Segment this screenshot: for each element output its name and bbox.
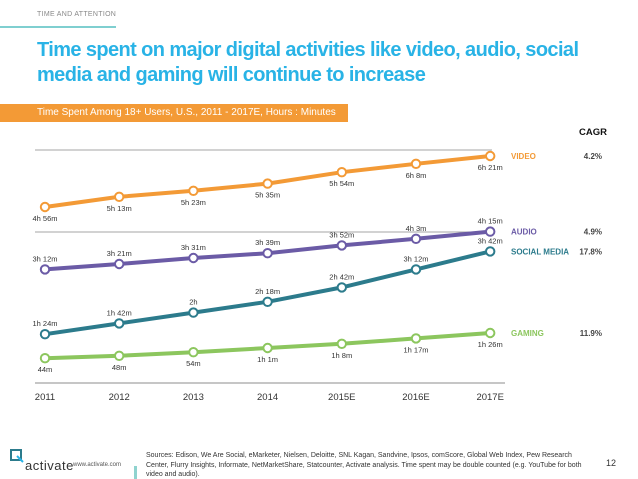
chart-title: Time Spent Among 18+ Users, U.S., 2011 -…	[37, 107, 336, 118]
data-label: 5h 35m	[255, 191, 280, 200]
data-point	[114, 350, 125, 361]
footer-divider	[134, 466, 137, 479]
x-tick-label: 2012	[109, 392, 130, 403]
data-point	[39, 329, 51, 340]
x-tick-label: 2011	[35, 392, 55, 403]
page-number: 12	[606, 458, 617, 468]
data-point	[336, 240, 347, 251]
data-label: 44m	[38, 365, 53, 374]
data-point	[188, 252, 199, 264]
data-point	[262, 342, 273, 354]
x-tick-label: 2013	[183, 392, 204, 403]
data-label: 5h 23m	[181, 198, 206, 207]
data-label: 1h 42m	[107, 308, 132, 317]
data-point	[410, 333, 422, 344]
x-tick-label: 2014	[257, 392, 278, 403]
brand-name: activate	[25, 458, 74, 473]
data-label: 3h 42m	[478, 236, 503, 245]
data-label: 54m	[186, 359, 201, 368]
x-tick-label: 2016E	[402, 392, 429, 403]
data-label: 2h 42m	[329, 272, 354, 281]
data-point	[114, 258, 125, 270]
legend-label: AUDIO	[511, 228, 537, 237]
data-label: 4h 3m	[406, 224, 427, 233]
data-label: 3h 12m	[403, 254, 428, 263]
data-point	[39, 201, 51, 213]
data-label: 3h 39m	[255, 238, 280, 247]
data-label: 1h 1m	[257, 355, 278, 364]
legend-cagr: 17.8%	[579, 247, 602, 256]
data-point	[410, 158, 422, 170]
data-point	[188, 185, 199, 197]
x-tick-label: 2017E	[476, 392, 503, 403]
data-point	[410, 264, 422, 275]
data-point	[114, 318, 125, 329]
data-label: 4h 56m	[32, 214, 57, 223]
section-label: TIME AND ATTENTION	[37, 11, 117, 18]
chart-title-banner: Time Spent Among 18+ Users, U.S., 2011 -…	[0, 104, 348, 122]
data-label: 3h 52m	[329, 230, 354, 239]
page-title: Time spent on major digital activities l…	[37, 39, 579, 86]
data-point	[262, 178, 273, 189]
data-label: 1h 24m	[32, 319, 57, 328]
data-point	[262, 296, 273, 307]
data-label: 2h	[189, 298, 197, 307]
legend-label: VIDEO	[511, 152, 536, 161]
data-label: 48m	[112, 363, 127, 372]
data-label: 1h 26m	[478, 340, 503, 349]
legend-label: GAMING	[511, 329, 544, 338]
data-point	[39, 353, 51, 364]
data-label: 5h 54m	[329, 179, 354, 188]
data-point	[336, 167, 347, 178]
data-label: 4h 15m	[478, 217, 503, 226]
data-point	[410, 233, 422, 245]
data-point	[188, 347, 199, 358]
data-point	[485, 150, 496, 162]
data-point	[114, 191, 125, 203]
data-point	[39, 264, 51, 275]
legend-cagr: 4.9%	[584, 228, 602, 237]
website-link[interactable]: www.activate.com	[73, 462, 122, 468]
data-point	[485, 226, 496, 237]
sources-note: Sources: Edison, We Are Social, eMarkete…	[146, 452, 582, 478]
legend-label: SOCIAL MEDIA	[511, 247, 569, 256]
data-label: 6h 21m	[478, 163, 503, 172]
section-underline	[0, 26, 116, 28]
data-label: 1h 8m	[331, 351, 352, 360]
data-point	[485, 246, 496, 257]
legend-cagr: 4.2%	[584, 152, 602, 161]
data-label: 3h 21m	[107, 249, 132, 258]
data-label: 3h 12m	[32, 254, 57, 263]
x-tick-label: 2015E	[328, 392, 355, 403]
data-label: 3h 31m	[181, 243, 206, 252]
data-point	[485, 327, 496, 339]
data-label: 2h 18m	[255, 287, 280, 296]
legend-cagr: 11.9%	[580, 329, 602, 338]
data-point	[336, 282, 347, 293]
data-label: 5h 13m	[107, 204, 132, 213]
data-point	[262, 248, 273, 259]
legend-header: CAGR	[579, 127, 607, 138]
data-label: 1h 17m	[403, 345, 428, 354]
data-point	[188, 307, 199, 318]
data-point	[336, 338, 347, 349]
data-label: 6h 8m	[406, 171, 427, 180]
